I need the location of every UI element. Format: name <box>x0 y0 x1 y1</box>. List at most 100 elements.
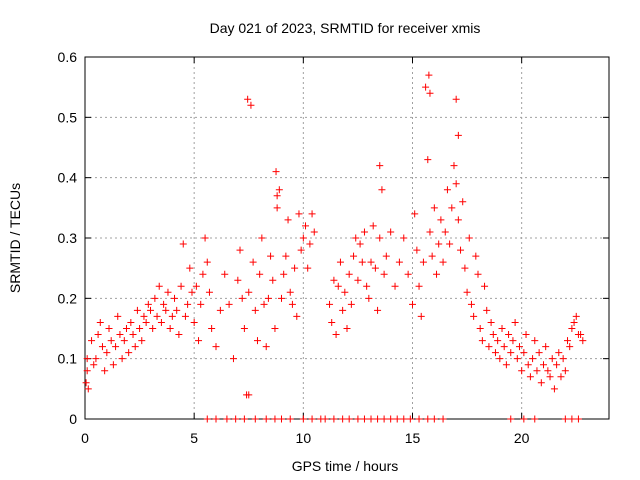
data-point <box>275 186 283 194</box>
data-point <box>308 210 316 218</box>
data-point <box>151 294 159 302</box>
data-point <box>144 300 152 308</box>
data-point <box>446 240 454 248</box>
data-point <box>409 300 416 308</box>
data-point <box>415 415 423 423</box>
data-point <box>391 282 399 290</box>
data-point <box>205 288 213 296</box>
data-point <box>354 276 362 284</box>
data-point <box>371 264 379 272</box>
data-point <box>253 337 261 345</box>
data-point <box>511 318 519 326</box>
data-point <box>474 270 482 278</box>
data-point <box>387 415 395 423</box>
data-point <box>457 246 465 254</box>
data-point <box>192 282 200 290</box>
data-point <box>347 300 355 308</box>
data-point <box>343 325 351 332</box>
data-point <box>439 415 447 423</box>
data-point <box>118 355 126 363</box>
data-point <box>524 361 532 369</box>
data-point <box>518 367 526 375</box>
y-tick-label: 0.6 <box>58 49 78 65</box>
data-point <box>395 258 403 266</box>
x-tick-label: 20 <box>514 430 530 446</box>
data-points <box>82 71 587 423</box>
data-point <box>433 270 441 278</box>
data-point <box>166 325 174 332</box>
data-point <box>548 355 556 363</box>
data-point <box>579 337 587 345</box>
data-point <box>557 373 565 381</box>
x-tick-label: 0 <box>81 430 89 446</box>
data-point <box>299 415 307 423</box>
data-point <box>553 361 561 369</box>
data-point <box>417 312 425 320</box>
data-point <box>478 337 486 345</box>
data-point <box>485 343 493 351</box>
data-point <box>221 270 229 278</box>
y-tick-label: 0.5 <box>58 109 78 125</box>
data-point <box>273 204 281 212</box>
data-point <box>454 216 462 224</box>
data-point <box>494 337 502 345</box>
data-point <box>443 186 451 194</box>
data-point <box>400 234 408 242</box>
data-point <box>162 306 170 314</box>
data-point <box>245 391 253 399</box>
data-point <box>256 270 264 278</box>
data-point <box>90 361 98 369</box>
data-point <box>498 325 506 332</box>
data-point <box>229 355 237 363</box>
y-tick-label: 0 <box>69 411 77 427</box>
data-point <box>328 318 336 326</box>
data-point <box>546 373 554 381</box>
data-point <box>293 312 301 320</box>
data-point <box>533 367 541 375</box>
data-point <box>190 318 198 326</box>
data-point <box>114 312 122 320</box>
grid-lines <box>85 57 609 419</box>
data-point <box>522 331 530 339</box>
data-point <box>531 337 539 345</box>
data-point <box>109 361 117 369</box>
y-tick-label: 0.1 <box>58 351 78 367</box>
data-point <box>164 288 172 296</box>
data-point <box>271 415 279 423</box>
data-point <box>577 331 585 339</box>
data-point <box>247 101 255 109</box>
data-point <box>278 294 285 302</box>
data-point <box>561 415 569 423</box>
data-point <box>251 415 259 423</box>
data-point <box>330 276 338 284</box>
data-point <box>138 337 146 345</box>
data-point <box>419 258 427 266</box>
data-point <box>291 264 299 272</box>
data-point <box>184 300 192 308</box>
data-point <box>531 415 539 423</box>
data-point <box>341 288 349 296</box>
data-point <box>212 415 220 423</box>
data-point <box>363 282 371 290</box>
data-point <box>308 415 316 423</box>
y-axis-label: SRMTID / TECUs <box>7 183 23 293</box>
data-point <box>175 331 183 339</box>
data-point <box>267 252 275 260</box>
data-point <box>476 325 484 332</box>
data-point <box>177 282 185 290</box>
data-point <box>437 216 445 224</box>
data-point <box>425 71 433 79</box>
data-point <box>415 282 423 290</box>
data-point <box>129 331 137 339</box>
data-point <box>179 240 187 248</box>
data-point <box>339 306 347 314</box>
data-point <box>147 306 154 314</box>
data-point <box>374 306 382 314</box>
data-point <box>105 325 113 332</box>
data-point <box>574 415 582 423</box>
data-point <box>515 343 523 351</box>
data-point <box>529 355 537 363</box>
data-point <box>489 331 497 339</box>
data-point <box>232 415 240 423</box>
y-tick-label: 0.3 <box>58 230 78 246</box>
